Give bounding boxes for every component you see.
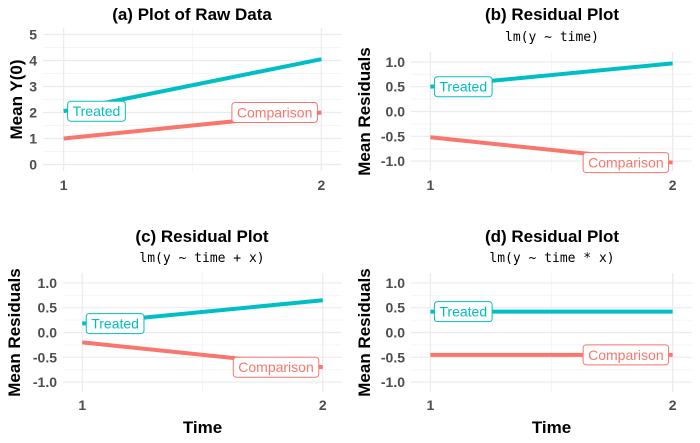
panel-subtitle: lm(y ~ time * x) [489, 251, 614, 266]
y-tick-label: 1.0 [386, 275, 406, 291]
panel-title: (a) Plot of Raw Data [112, 5, 272, 24]
y-tick-label: 0.0 [386, 325, 406, 341]
series-label-comparison: Comparison [582, 344, 670, 366]
y-tick-label: 0.0 [386, 104, 406, 120]
series-label-treated: Treated [85, 313, 145, 335]
y-tick-label: -1.0 [381, 374, 405, 390]
label-text: Treated [439, 79, 487, 95]
y-axis-title: Mean Residuals [355, 47, 374, 176]
x-tick-label: 1 [426, 177, 434, 193]
label-text: Treated [73, 103, 121, 119]
panel-d: -1.0 -0.5 0.0 0.5 1.0 1 2 Treated Comparison (d) … [355, 227, 692, 437]
y-tick-label: 0.5 [386, 300, 406, 316]
label-box [582, 344, 670, 366]
x-axis-title: Time [183, 418, 222, 437]
x-tick-label: 2 [319, 397, 327, 413]
x-tick-label: 1 [426, 397, 434, 413]
y-tick-label: 2 [29, 105, 37, 121]
panel-title: (c) Residual Plot [135, 227, 269, 246]
label-box [232, 356, 320, 378]
y-tick-label: -1.0 [33, 374, 57, 390]
label-box [582, 152, 670, 174]
series-label-treated: Treated [433, 76, 493, 98]
y-axis-title: Mean Y(0) [7, 60, 26, 140]
panel-title: (d) Residual Plot [485, 227, 619, 246]
y-axis-title: Mean Residuals [355, 268, 374, 397]
y-tick-label: 0 [29, 157, 37, 173]
series-label-comparison: Comparison [582, 152, 670, 174]
label-box [433, 76, 493, 98]
y-tick-label: 0.5 [38, 300, 58, 316]
series-label-comparison: Comparison [231, 102, 318, 123]
y-axis-title: Mean Residuals [5, 268, 24, 397]
panel-title: (b) Residual Plot [485, 5, 619, 24]
x-tick-label: 2 [669, 397, 677, 413]
panel-subtitle: lm(y ~ time + x) [139, 251, 264, 266]
y-tick-label: 1.0 [38, 275, 58, 291]
label-text: Treated [439, 304, 487, 320]
panel-a: 0 1 2 3 4 5 1 2 Treated Comparison (a) Plot of Raw… [7, 5, 342, 193]
y-tick-label: -0.5 [381, 349, 405, 365]
label-text: Comparison [238, 359, 313, 375]
series-label-treated: Treated [67, 100, 126, 122]
y-tick-label: -1.0 [381, 153, 405, 169]
x-axis-title: Time [532, 418, 571, 437]
series-label-comparison: Comparison [232, 356, 320, 378]
label-text: Comparison [588, 347, 663, 363]
y-tick-label: 0.5 [386, 79, 406, 95]
label-text: Treated [91, 316, 139, 332]
series-label-treated: Treated [433, 301, 493, 323]
label-box [85, 313, 145, 335]
y-tick-label: -0.5 [33, 349, 57, 365]
y-tick-label: 1.0 [386, 54, 406, 70]
y-tick-label: -0.5 [381, 128, 405, 144]
panel-b: -1.0 -0.5 0.0 0.5 1.0 1 2 Treated Comparison (b) … [355, 5, 692, 193]
y-tick-label: 1 [29, 131, 37, 147]
y-tick-label: 0.0 [38, 325, 58, 341]
x-tick-label: 2 [669, 177, 677, 193]
y-tick-label: 3 [29, 79, 37, 95]
label-box [67, 100, 126, 122]
y-tick-label: 5 [29, 27, 37, 43]
x-tick-label: 1 [60, 177, 68, 193]
label-box [433, 301, 493, 323]
panel-c: -1.0 -0.5 0.0 0.5 1.0 1 2 Treated Comparison (c) … [5, 227, 342, 437]
label-box [231, 102, 318, 123]
x-tick-label: 2 [317, 177, 325, 193]
label-text: Comparison [588, 155, 663, 171]
y-tick-label: 4 [29, 53, 37, 69]
x-tick-label: 1 [78, 397, 86, 413]
panel-subtitle: lm(y ~ time) [505, 30, 599, 45]
label-text: Comparison [237, 105, 312, 121]
